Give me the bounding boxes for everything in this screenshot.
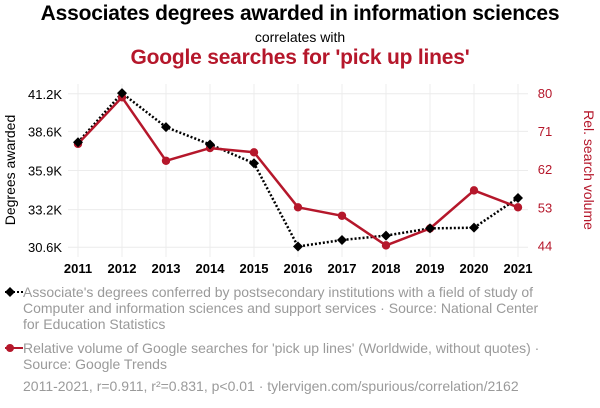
left-tick-label: 30.6K	[28, 240, 62, 255]
searches-point-2021	[513, 203, 523, 212]
right-tick-label: 71	[538, 124, 552, 139]
x-tick-label: 2016	[284, 261, 313, 276]
degrees-point-2013	[161, 122, 171, 133]
degrees-point-2020	[469, 222, 479, 233]
gridlines	[68, 84, 528, 257]
searches-point-2020	[469, 186, 479, 195]
x-tick-label: 2011	[64, 261, 92, 276]
searches-point-2017	[337, 211, 347, 220]
chart-title: Associates degrees awarded in informatio…	[40, 2, 560, 25]
degrees-point-2015	[249, 158, 259, 169]
x-tick-label: 2014	[196, 261, 226, 276]
y-axis-label-right: Rel. search volume	[581, 110, 597, 230]
x-tick-label: 2015	[240, 261, 269, 276]
searches-point-2018	[381, 241, 391, 250]
degrees-point-2021	[513, 193, 523, 203]
x-tick-label: 2021	[504, 261, 533, 276]
legend-degrees-text: Associate's degrees conferred by postsec…	[23, 284, 539, 332]
x-axis: 2011 2012 2013 2014 2015 2016 2017 2018 2019 2020…	[64, 261, 533, 276]
x-tick-label: 2012	[108, 261, 137, 276]
right-tick-label: 80	[538, 86, 552, 101]
left-tick-label: 38.6K	[28, 124, 62, 139]
left-tick-label: 33.2K	[28, 203, 62, 218]
right-tick-label: 44	[538, 238, 552, 253]
chart-title-secondary: Google searches for 'pick up lines'	[130, 46, 470, 69]
searches-point-2015	[249, 148, 259, 157]
degrees-point-2018	[381, 230, 391, 241]
degrees-point-2016	[293, 241, 303, 252]
left-axis: 30.6K 33.2K 35.9K 38.6K 41.2K	[28, 87, 62, 255]
x-tick-label: 2019	[416, 261, 445, 276]
degrees-point-2011	[73, 137, 83, 148]
right-tick-label: 62	[538, 162, 552, 177]
degrees-point-2014	[205, 139, 215, 150]
x-tick-label: 2020	[460, 261, 489, 276]
searches-point-2016	[293, 203, 303, 212]
left-tick-label: 35.9K	[28, 164, 62, 179]
right-tick-label: 53	[538, 200, 552, 215]
degrees-point-2019	[425, 223, 435, 234]
right-axis: 44 53 62 71 80	[538, 86, 552, 253]
chart-subtitle: correlates with	[254, 29, 346, 45]
searches-point-2013	[161, 156, 171, 165]
degrees-point-2017	[337, 234, 347, 245]
stats-footer: 2011-2021, r=0.911, r²=0.831, p<0.01 · t…	[23, 378, 519, 394]
chart: 30.6K 33.2K 35.9K 38.6K 41.2K 44 53 62 71 80 201…	[2, 84, 597, 276]
x-tick-label: 2013	[152, 261, 181, 276]
x-tick-label: 2017	[328, 261, 357, 276]
legend-searches-marker	[5, 344, 23, 352]
legend-item-degrees: Associate's degrees conferred by postsec…	[5, 284, 595, 332]
series-layer	[73, 88, 523, 252]
left-tick-label: 41.2K	[28, 87, 62, 102]
legend-item-searches: Relative volume of Google searches for '…	[5, 340, 595, 372]
legend-searches-text: Relative volume of Google searches for '…	[23, 340, 540, 372]
degrees-point-2012	[117, 88, 127, 99]
y-axis-label-left: Degrees awarded	[2, 115, 18, 226]
x-tick-label: 2018	[372, 261, 401, 276]
legend-degrees-marker	[5, 287, 23, 297]
